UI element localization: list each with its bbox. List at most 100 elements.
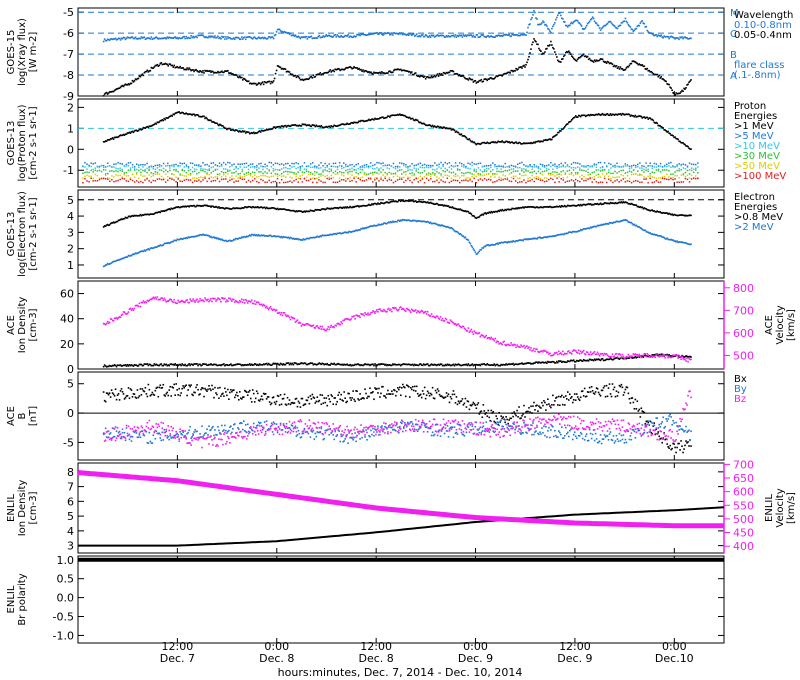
data-point [437, 75, 440, 77]
data-point [648, 232, 651, 234]
data-point [360, 205, 362, 208]
data-point [492, 210, 495, 213]
data-point [401, 114, 404, 117]
data-point [582, 28, 585, 30]
data-point [368, 70, 370, 73]
data-point [531, 206, 533, 208]
data-point [227, 180, 229, 183]
data-point [423, 166, 426, 169]
data-point [488, 36, 491, 38]
data-point [372, 118, 374, 121]
data-point [455, 208, 458, 210]
data-point [186, 364, 188, 367]
data-point [212, 236, 214, 239]
data-point [539, 179, 542, 181]
data-point [504, 141, 506, 143]
data-point [462, 135, 465, 137]
data-point [358, 206, 360, 208]
data-point [304, 238, 307, 241]
data-point [447, 127, 450, 130]
data-point [258, 130, 261, 132]
data-point [196, 164, 198, 166]
data-point [222, 168, 225, 170]
data-point [438, 364, 441, 366]
data-point [295, 76, 298, 79]
data-point [445, 71, 448, 74]
data-point [490, 166, 492, 169]
data-point [661, 126, 663, 129]
data-point [221, 124, 223, 127]
data-point [334, 232, 337, 235]
data-point [285, 170, 287, 173]
data-point [362, 69, 364, 71]
data-point [178, 363, 180, 366]
data-point [106, 165, 109, 168]
data-point [173, 113, 176, 116]
data-point [512, 170, 515, 173]
data-point [396, 165, 399, 168]
data-point [511, 69, 513, 72]
data-point [622, 20, 625, 23]
data-point [499, 209, 501, 211]
data-point [331, 125, 334, 128]
data-point [546, 206, 548, 208]
data-point [103, 225, 106, 227]
data-point [110, 222, 113, 224]
data-point [534, 142, 536, 144]
data-point [138, 128, 141, 131]
data-point [181, 37, 183, 39]
data-point [498, 242, 500, 244]
data-point [630, 165, 633, 167]
data-point [239, 207, 241, 210]
data-point [685, 242, 687, 244]
data-point [630, 221, 633, 224]
data-point [359, 34, 361, 37]
data-point [233, 238, 235, 241]
data-point [141, 73, 144, 75]
data-point [216, 237, 218, 240]
data-point [266, 129, 269, 131]
data-point [637, 180, 639, 182]
data-point [595, 203, 598, 206]
data-point [378, 169, 380, 172]
data-point [494, 141, 497, 143]
data-point [514, 170, 517, 172]
data-point [597, 169, 600, 171]
data-point [518, 207, 520, 210]
data-point [413, 363, 416, 366]
data-point [573, 230, 576, 233]
data-point [196, 363, 198, 365]
data-point [572, 21, 575, 23]
data-point [396, 179, 399, 181]
data-point [234, 130, 236, 132]
data-point [293, 165, 295, 168]
data-point [416, 364, 419, 367]
data-point [646, 116, 649, 119]
data-point [223, 239, 225, 242]
data-point [237, 163, 239, 165]
data-point [244, 236, 247, 239]
data-point [168, 364, 171, 367]
data-point [446, 174, 449, 177]
data-point [523, 207, 525, 209]
data-point [412, 33, 415, 35]
data-point [121, 176, 123, 178]
data-point [355, 229, 357, 231]
data-point [320, 363, 323, 366]
data-point [548, 178, 550, 181]
data-point [478, 143, 481, 145]
data-point [410, 220, 413, 222]
data-point [369, 204, 371, 207]
data-point [349, 176, 351, 179]
data-point [303, 162, 306, 164]
data-point [342, 364, 344, 366]
data-point [300, 362, 303, 364]
data-point [614, 176, 616, 179]
data-point [376, 364, 378, 367]
data-point [535, 175, 538, 178]
data-point [550, 40, 552, 43]
data-point [336, 172, 339, 174]
data-point [545, 23, 547, 26]
data-point [297, 171, 299, 173]
data-point [446, 35, 449, 38]
